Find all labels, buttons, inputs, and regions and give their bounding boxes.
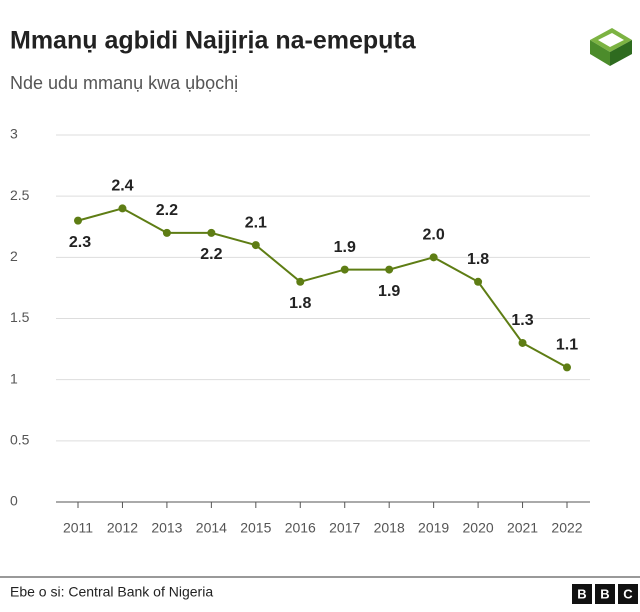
x-tick-label: 2021	[507, 520, 538, 536]
point	[563, 363, 571, 372]
data-label: 1.9	[378, 283, 400, 300]
point	[74, 216, 82, 225]
point	[207, 228, 216, 237]
x-tick-label: 2014	[196, 520, 227, 536]
x-tick-label: 2017	[329, 520, 360, 536]
brand-letter: B	[577, 586, 586, 601]
point	[162, 228, 171, 237]
x-tick-label: 2022	[551, 520, 582, 536]
x-tick-label: 2012	[107, 520, 138, 536]
data-label: 1.3	[511, 312, 533, 329]
brand-box	[618, 584, 638, 604]
data-label: 2.0	[423, 227, 445, 244]
y-tick-label: 2	[10, 248, 18, 264]
point	[518, 338, 527, 347]
y-tick-label: 2.5	[10, 187, 30, 203]
point	[118, 204, 127, 213]
point	[385, 265, 394, 274]
y-tick-label: 0.5	[10, 432, 30, 448]
chart-title: Mmanụ agbidi Naịjịrịa na-emepụta	[10, 27, 417, 55]
brand-letter: B	[600, 586, 609, 601]
brand-box	[572, 584, 592, 604]
point	[296, 277, 305, 286]
point	[340, 265, 349, 274]
y-tick-label: 3	[10, 126, 18, 142]
x-tick-label: 2019	[418, 520, 449, 536]
data-label: 1.8	[289, 295, 311, 312]
point	[251, 241, 260, 250]
logo	[590, 28, 632, 66]
x-tick-label: 2020	[463, 520, 494, 536]
x-tick-label: 2015	[240, 520, 271, 536]
brand-box	[595, 584, 615, 604]
data-label: 2.4	[111, 178, 133, 195]
data-label: 2.3	[69, 234, 91, 251]
source: Ebe o si: Central Bank of Nigeria	[10, 584, 213, 600]
y-tick-label: 0	[10, 493, 18, 509]
point	[474, 277, 483, 286]
chart-subtitle: Nde udu mmanụ kwa ụbọchị	[10, 73, 238, 93]
data-label: 1.8	[467, 251, 489, 268]
x-tick-label: 2016	[285, 520, 316, 536]
y-tick-label: 1.5	[10, 309, 30, 325]
y-tick-label: 1	[10, 370, 18, 386]
data-label: 1.1	[556, 337, 578, 354]
data-label: 2.2	[156, 202, 178, 219]
brand-letter: C	[623, 586, 633, 601]
data-label: 2.2	[200, 246, 222, 263]
line	[77, 207, 568, 369]
x-tick-label: 2018	[374, 520, 405, 536]
data-label: 1.9	[334, 239, 356, 256]
x-tick-label: 2011	[63, 520, 93, 536]
point	[429, 253, 438, 262]
x-tick-label: 2013	[151, 520, 182, 536]
data-label: 2.1	[245, 214, 267, 231]
